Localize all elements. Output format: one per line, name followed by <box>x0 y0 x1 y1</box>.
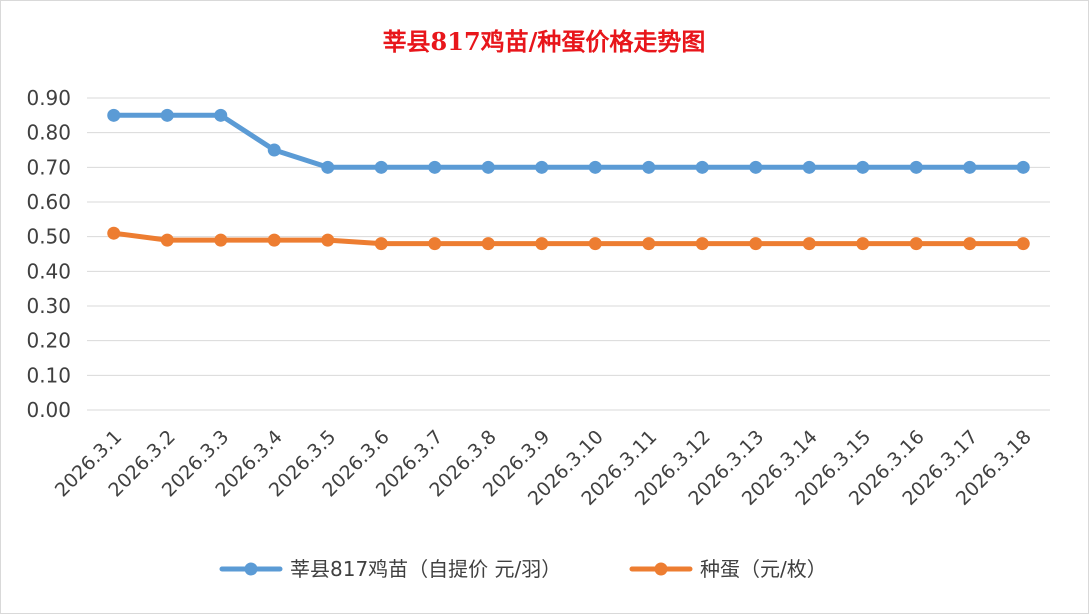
y-tick-label: 0.80 <box>26 121 71 145</box>
data-point <box>481 237 495 251</box>
y-tick-label: 0.50 <box>26 225 71 249</box>
data-point <box>107 226 121 240</box>
data-point <box>642 160 656 174</box>
data-point <box>856 160 870 174</box>
y-tick-label: 0.40 <box>26 259 71 283</box>
data-point <box>749 160 763 174</box>
series-line-1 <box>111 230 1026 247</box>
legend-label: 种蛋（元/枚） <box>700 557 827 581</box>
data-point <box>160 233 174 247</box>
y-tick-label: 0.10 <box>26 363 71 387</box>
legend-label: 莘县817鸡苗（自提价 元/羽） <box>290 557 561 581</box>
data-point <box>214 233 228 247</box>
data-point <box>321 160 335 174</box>
y-tick-label: 0.20 <box>26 329 71 353</box>
data-point <box>107 108 121 122</box>
series-points <box>107 108 1030 251</box>
data-point <box>535 160 549 174</box>
data-point <box>802 160 816 174</box>
data-point <box>909 237 923 251</box>
series-line-0 <box>111 112 1026 170</box>
data-point <box>481 160 495 174</box>
data-point <box>588 160 602 174</box>
y-tick-label: 0.30 <box>26 294 71 318</box>
data-point <box>1016 237 1030 251</box>
legend: 莘县817鸡苗（自提价 元/羽） 种蛋（元/枚） <box>219 557 827 581</box>
data-point <box>160 108 174 122</box>
data-point <box>963 160 977 174</box>
data-point <box>214 108 228 122</box>
x-axis-tick-labels: 2026.3.12026.3.22026.3.32026.3.42026.3.5… <box>51 426 1036 510</box>
data-point <box>535 237 549 251</box>
data-point <box>1016 160 1030 174</box>
data-point <box>963 237 977 251</box>
y-axis-tick-labels: 0.00 0.10 0.20 0.30 0.40 0.50 0.60 0.70 0.80 0.90 <box>26 86 71 422</box>
chart-title: 莘县817鸡苗/种蛋价格走势图 <box>383 27 706 56</box>
data-point <box>321 233 335 247</box>
legend-marker <box>654 562 668 576</box>
data-point <box>802 237 816 251</box>
data-point <box>695 160 709 174</box>
y-tick-label: 0.70 <box>26 155 71 179</box>
data-point <box>749 237 763 251</box>
data-point <box>267 233 281 247</box>
series-lines <box>111 112 1026 247</box>
data-point <box>374 160 388 174</box>
data-point <box>428 237 442 251</box>
data-point <box>374 237 388 251</box>
data-point <box>642 237 656 251</box>
data-point <box>856 237 870 251</box>
data-point <box>909 160 923 174</box>
data-point <box>428 160 442 174</box>
legend-marker <box>244 562 258 576</box>
y-tick-label: 0.90 <box>26 86 71 110</box>
gridlines <box>87 97 1050 411</box>
y-tick-label: 0.60 <box>26 190 71 214</box>
data-point <box>588 237 602 251</box>
data-point <box>695 237 709 251</box>
data-point <box>267 143 281 157</box>
y-tick-label: 0.00 <box>26 398 71 422</box>
